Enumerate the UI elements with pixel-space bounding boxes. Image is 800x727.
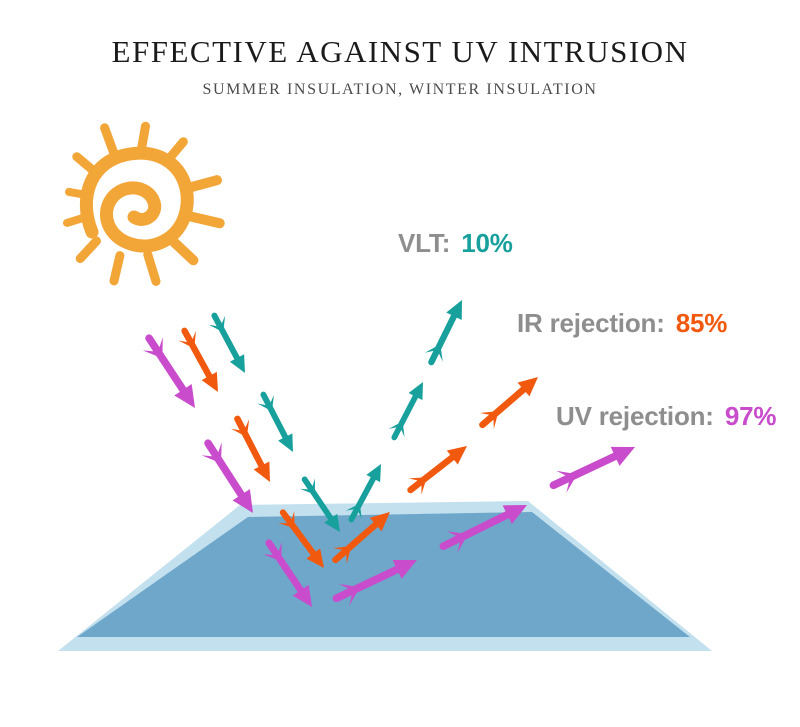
sun-icon (63, 121, 225, 286)
sun-ray (183, 211, 225, 229)
ir-ray-arrow (407, 446, 468, 495)
page-subtitle: SUMMER INSULATION, WINTER INSULATION (202, 81, 598, 98)
ir-rejection-label-text: IR rejection: (517, 308, 665, 338)
ir-rejection-label: IR rejection: 85% (517, 308, 727, 339)
uv-rejection-label: UV rejection: 97% (556, 401, 776, 432)
vlt-label-value: 10% (461, 228, 513, 258)
ir-ray-arrow (278, 509, 324, 569)
uv-ray-arrow (439, 505, 528, 553)
ir-ray-arrow (479, 377, 539, 429)
sun-ray (168, 236, 199, 266)
uv-ray-arrow (332, 560, 418, 606)
sun-spiral (79, 146, 194, 253)
sun-ray (65, 187, 89, 199)
vlt-ray-arrow (345, 463, 381, 523)
vlt-label-text: VLT: (398, 228, 451, 258)
sun-ray (109, 251, 125, 286)
ir-ray-arrow (178, 327, 218, 393)
uv-rejection-label-text: UV rejection: (556, 401, 714, 431)
ir-rejection-label-value: 85% (675, 308, 728, 338)
light-ray-arrows (142, 299, 636, 607)
uv-ray-arrow (142, 334, 196, 408)
sun-ray (72, 152, 99, 176)
ir-ray-arrow (231, 415, 271, 482)
vlt-ray-arrow (388, 382, 424, 441)
sun-ray (63, 213, 91, 227)
page-title: EFFECTIVE AGAINST UV INTRUSION (111, 34, 689, 69)
uv-ray-arrow (549, 446, 636, 493)
sun-ray (183, 175, 222, 193)
sun-ray (143, 250, 161, 286)
uv-ray-arrow (263, 539, 313, 607)
sun-ray (162, 137, 188, 167)
uv-ray-arrow (201, 439, 253, 514)
sun-rays (63, 121, 225, 286)
vlt-ray-arrow (299, 476, 341, 532)
sun-ray (100, 123, 119, 159)
sun-ray (136, 121, 150, 157)
sun-ray (75, 236, 101, 264)
uv-rejection-label-value: 97% (724, 401, 777, 431)
vlt-label: VLT: 10% (398, 228, 513, 259)
vlt-ray-arrow (424, 299, 462, 366)
vlt-ray-arrow (208, 312, 245, 374)
vlt-ray-arrow (257, 391, 293, 453)
ir-ray-arrow (332, 511, 390, 564)
